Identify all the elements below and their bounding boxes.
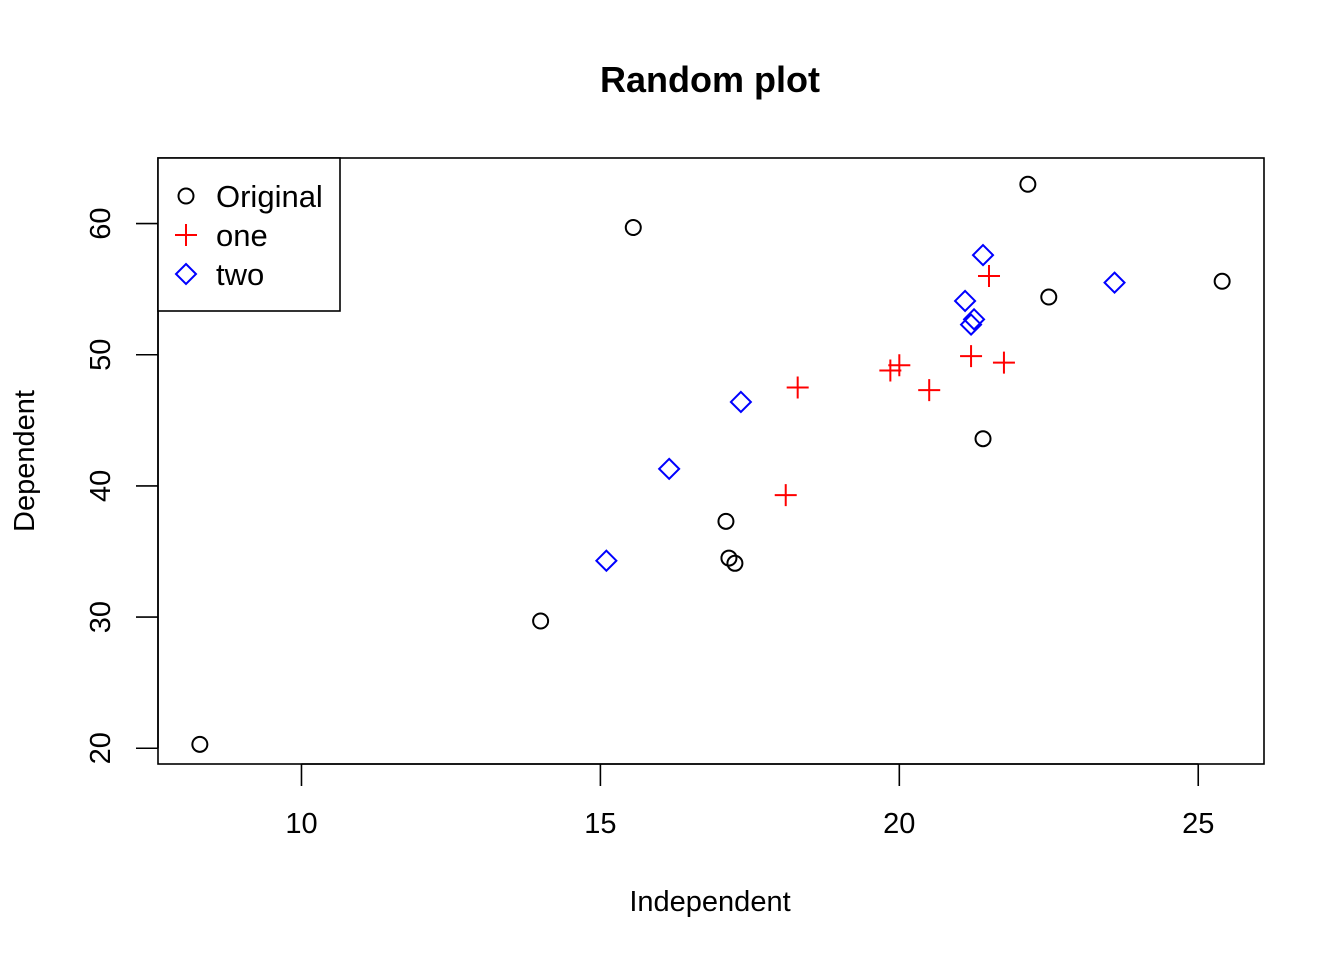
point-plus: [960, 345, 983, 368]
x-tick-label: 10: [285, 808, 317, 840]
point-plus: [992, 351, 1015, 374]
point-circle: [974, 430, 992, 448]
point-diamond: [594, 549, 618, 573]
point-plus: [977, 265, 1000, 288]
x-tick-label: 15: [584, 808, 616, 840]
point-diamond: [962, 307, 986, 331]
legend-entry-two: two: [174, 257, 264, 292]
point-diamond: [953, 289, 977, 313]
point-diamond: [657, 457, 681, 481]
point-circle: [1040, 288, 1058, 306]
point-circle: [717, 512, 735, 530]
point-plus: [774, 484, 797, 507]
y-axis-label: Dependent: [9, 390, 41, 532]
point-circle: [191, 735, 209, 753]
point-diamond: [971, 243, 995, 267]
y-tick-label: 50: [85, 339, 117, 371]
point-circle: [1019, 175, 1037, 193]
legend-marker-plus: [175, 224, 197, 246]
legend-marker-diamond: [174, 262, 198, 286]
point-plus: [888, 354, 911, 377]
legend-entry-original: Original: [177, 179, 323, 214]
legend-entry-one: one: [175, 218, 268, 253]
point-diamond: [1103, 271, 1126, 295]
legend-label: one: [216, 218, 268, 253]
x-tick-label: 25: [1182, 808, 1214, 840]
series-two: [594, 243, 1126, 573]
data-points: [191, 175, 1231, 753]
y-axis: 20 30 40 50 60: [85, 207, 159, 764]
point-plus: [879, 359, 902, 382]
point-diamond: [729, 390, 753, 414]
point-diamond: [959, 313, 983, 336]
point-circle: [624, 219, 642, 237]
legend-marker-circle: [177, 187, 195, 205]
y-tick-label: 20: [85, 732, 117, 764]
y-tick-label: 60: [85, 207, 117, 239]
series-one: [774, 265, 1015, 507]
point-circle: [532, 612, 550, 630]
point-plus: [786, 376, 809, 399]
legend-label: two: [216, 257, 264, 292]
x-axis: 10 15 20 25: [285, 763, 1214, 840]
legend: Original one two: [157, 157, 341, 312]
legend-label: Original: [216, 179, 323, 214]
point-plus: [918, 379, 941, 402]
point-circle: [726, 554, 744, 572]
point-circle: [1213, 272, 1231, 290]
y-tick-label: 30: [85, 601, 117, 633]
chart-title: Random plot: [600, 59, 820, 100]
point-circle: [720, 549, 738, 567]
y-tick-label: 40: [85, 470, 117, 502]
x-axis-label: Independent: [629, 886, 790, 918]
x-tick-label: 20: [883, 808, 915, 840]
series-original: [191, 175, 1231, 753]
